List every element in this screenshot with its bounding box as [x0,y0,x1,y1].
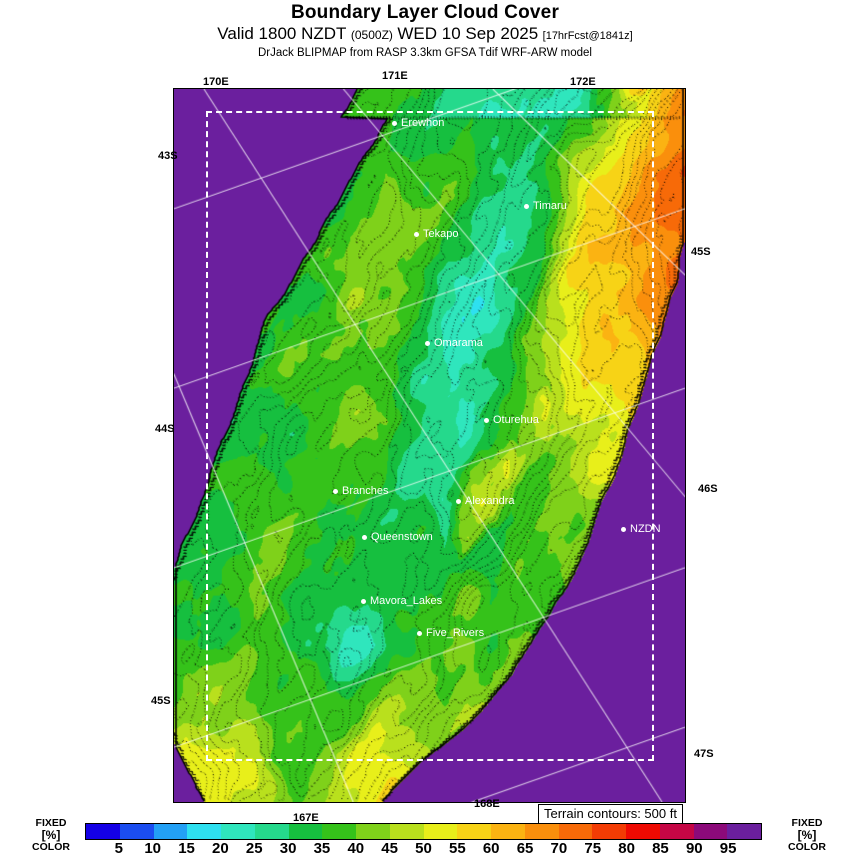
colorbar-tick-75: 75 [584,840,602,857]
colorbar-tick-65: 65 [516,840,534,857]
colorbar-tick-90: 90 [685,840,703,857]
colorbar-swatch-17 [659,824,694,839]
longitude-label-170E-0: 170E [203,76,229,88]
colorbar-tick-80: 80 [618,840,635,857]
longitude-label-168E-4: 168E [474,798,500,810]
latitude-label-44S-1: 44S [155,423,175,435]
fixed-color-label-left: FIXED [%] COLOR [22,818,80,853]
valid-time-text: Valid 1800 NZDT [217,24,347,43]
colorbar-swatch-10 [423,824,458,839]
colorbar-swatch-18 [693,824,728,839]
cloud-cover-heatmap [174,89,685,802]
page-title: Boundary Layer Cloud Cover [290,2,560,23]
fixed-left-units: [%] [41,828,61,842]
colorbar-swatch-16 [626,824,660,839]
colorbar-swatch-5 [254,824,289,839]
colorbar-swatch-4 [221,824,255,839]
title-block: Boundary Layer Cloud Cover Valid 1800 NZ… [0,2,850,61]
colorbar-tick-95: 95 [719,840,737,857]
colorbar-swatch-0 [86,824,120,839]
terrain-contour-legend: Terrain contours: 500 ft [538,804,683,824]
fixed-right-units: [%] [797,828,817,842]
colorbar-tick-15: 15 [178,840,195,857]
latitude-label-45S-2: 45S [151,695,171,707]
forecast-hour-tag: [17hrFcst@1841z] [542,30,633,42]
longitude-label-171E-1: 171E [382,70,408,82]
fixed-left-top: FIXED [35,817,67,829]
colorbar-swatch-2 [153,824,188,839]
colorbar-tick-50: 50 [415,840,432,857]
colorbar-scale[interactable] [85,823,762,840]
fixed-right-top: FIXED [791,817,823,829]
colorbar-container: 5 10 15 20 25 30 35 40 45 50 55 60 65 70 75 80 85 90 95 [0,820,850,860]
colorbar-tick-45: 45 [381,840,398,857]
latitude-label-47S-5: 47S [694,748,714,760]
colorbar-tick-85: 85 [652,840,669,857]
colorbar-swatch-12 [491,824,525,839]
colorbar-tick-55: 55 [449,840,466,857]
fixed-color-label-right: FIXED [%] COLOR [778,818,836,853]
colorbar-swatch-19 [727,824,761,839]
colorbar-swatch-9 [389,824,424,839]
valid-time-zulu: (0500Z) [350,28,393,42]
colorbar-swatch-11 [457,824,491,839]
fixed-left-bottom: COLOR [32,841,70,853]
colorbar-tick-60: 60 [482,840,500,857]
valid-date: WED 10 Sep 2025 [397,24,539,43]
colorbar-tick-30: 30 [279,840,297,857]
colorbar-tick-35: 35 [313,840,331,857]
latitude-label-43S-0: 43S [158,150,178,162]
longitude-label-172E-2: 172E [570,76,596,88]
model-source-line: DrJack BLIPMAP from RASP 3.3km GFSA Tdif… [257,47,592,59]
colorbar-swatch-14 [558,824,593,839]
colorbar-swatch-3 [187,824,221,839]
colorbar-swatch-15 [592,824,626,839]
colorbar-tick-20: 20 [212,840,229,857]
colorbar-tick-40: 40 [347,840,365,857]
latitude-label-45S-3: 45S [691,246,711,258]
colorbar-tick-10: 10 [144,840,162,857]
valid-time-line: Valid 1800 NZDT (0500Z) WED 10 Sep 2025 … [0,24,850,46]
map-plot-area[interactable] [173,88,686,803]
colorbar-swatch-13 [524,824,559,839]
colorbar-tick-70: 70 [550,840,568,857]
colorbar-tick-25: 25 [245,840,263,857]
longitude-label-167E-3: 167E [293,812,319,824]
colorbar-swatch-8 [356,824,390,839]
colorbar-tick-5: 5 [114,840,124,857]
colorbar-swatch-6 [288,824,323,839]
colorbar-swatch-1 [119,824,154,839]
latitude-label-46S-4: 46S [698,483,718,495]
fixed-right-bottom: COLOR [788,841,826,853]
colorbar-tick-labels: 5 10 15 20 25 30 35 40 45 50 55 60 65 70 75 80 85 90 95 [85,840,762,860]
colorbar-swatch-7 [322,824,356,839]
